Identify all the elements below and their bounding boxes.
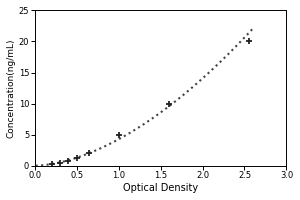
Y-axis label: Concentration(ng/mL): Concentration(ng/mL) [7, 38, 16, 138]
X-axis label: Optical Density: Optical Density [123, 183, 198, 193]
